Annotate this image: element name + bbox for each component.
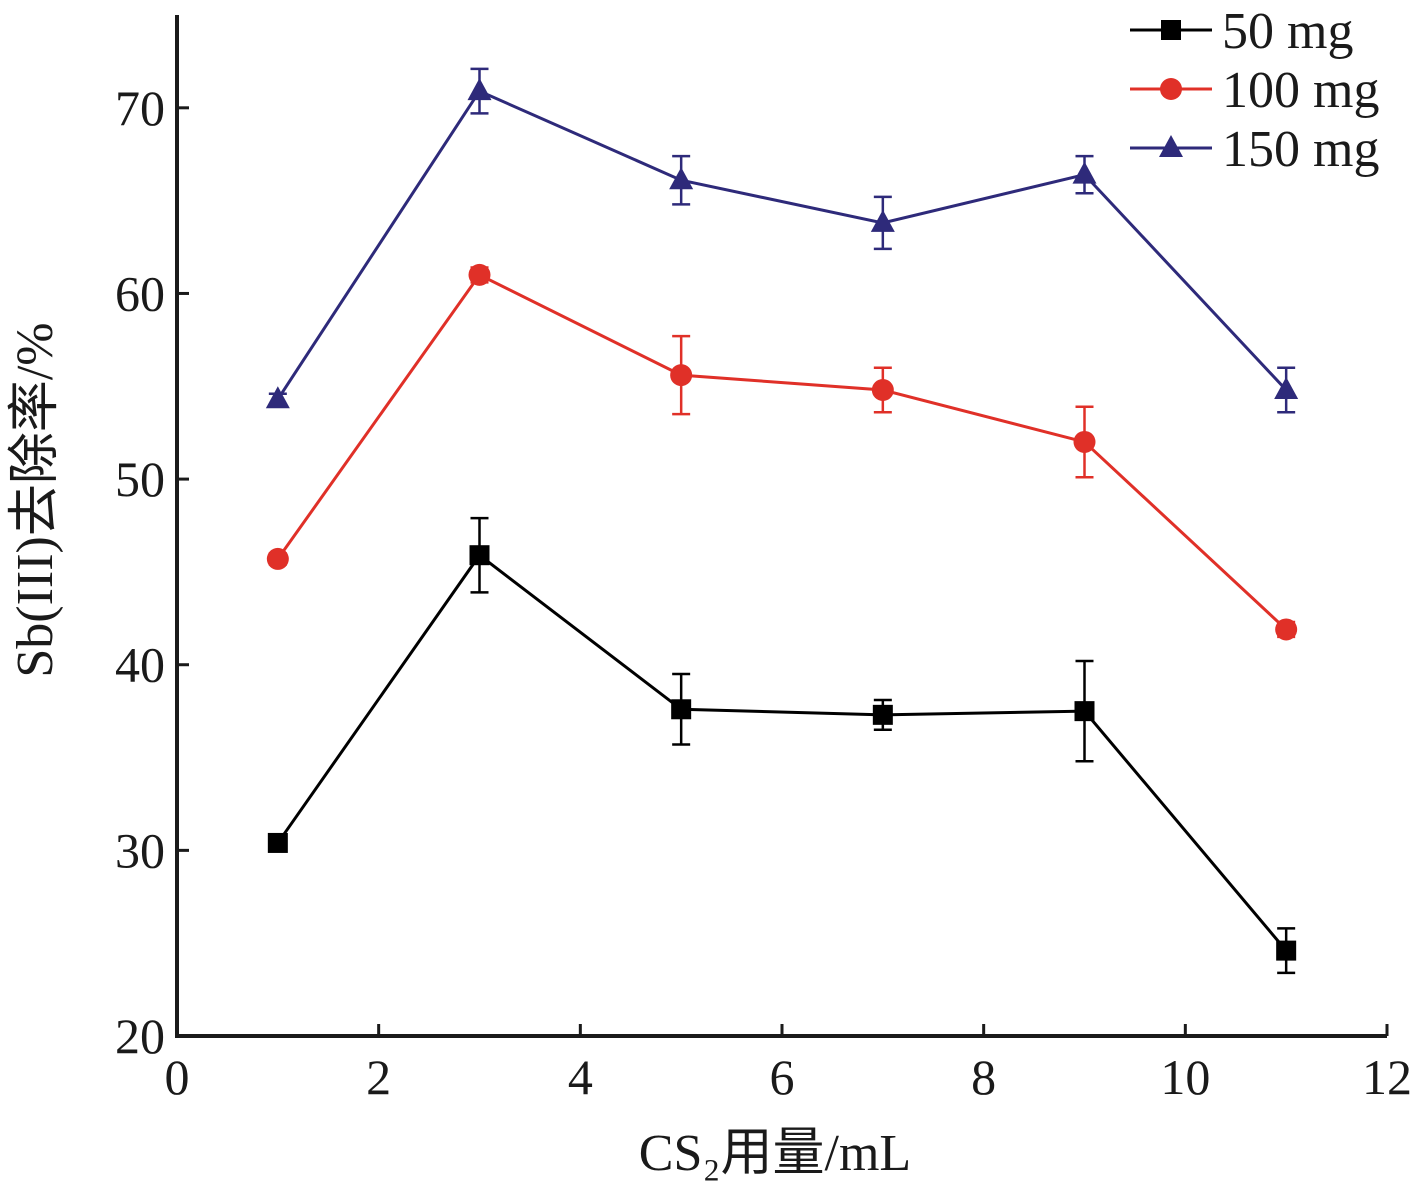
series-line [276,272,1288,631]
series-1 [266,263,1298,641]
legend-label: 50 mg [1222,3,1353,60]
legend-label: 100 mg [1222,62,1379,119]
data-point [1074,701,1095,722]
x-tick-label: 8 [971,1049,996,1105]
data-point [669,167,694,190]
data-point [670,364,693,387]
x-tick-label: 4 [568,1049,593,1105]
legend-item-2: 150 mg [1130,121,1379,178]
y-tick-label: 30 [115,822,165,878]
data-point [871,378,894,401]
series-2 [265,67,1299,414]
x-tick-label: 2 [366,1049,391,1105]
data-point [469,545,490,566]
x-tick-label: 10 [1160,1049,1210,1105]
y-tick-label: 60 [115,265,165,321]
data-point [267,832,288,853]
x-tick-label: 12 [1362,1049,1412,1105]
data-point [265,386,290,409]
y-tick-label: 40 [115,637,165,693]
data-point [671,699,692,720]
x-axis-title: CS₂用量/mL [639,1125,911,1181]
data-point [468,263,491,286]
y-tick-label: 50 [115,451,165,507]
data-point [1276,940,1297,961]
y-tick-label: 20 [115,1008,165,1064]
data-point [872,704,893,725]
data-point [1274,376,1299,399]
axes: 0 2 4 6 8 10 12 20 30 40 50 60 70 [115,15,1412,1105]
y-axis-title: Sb(III)去除率/% [7,322,64,677]
series-line [276,553,1288,952]
data-point [467,78,492,101]
series-0 [267,516,1297,975]
series-layer [265,67,1299,975]
legend-item-0: 50 mg [1130,3,1353,60]
data-point [1073,430,1096,453]
legend-item-1: 100 mg [1130,62,1379,119]
data-point [1072,161,1097,184]
legend-label: 150 mg [1222,121,1379,178]
series-line [276,89,1288,401]
data-point [1275,618,1298,641]
legend-marker [1161,20,1181,40]
legend-marker [1160,78,1182,100]
data-point [870,209,895,232]
x-tick-label: 6 [770,1049,795,1105]
legend-marker [1159,135,1183,157]
y-tick-label: 70 [115,80,165,136]
data-point [266,547,289,570]
x-tick-label: 0 [165,1049,190,1105]
